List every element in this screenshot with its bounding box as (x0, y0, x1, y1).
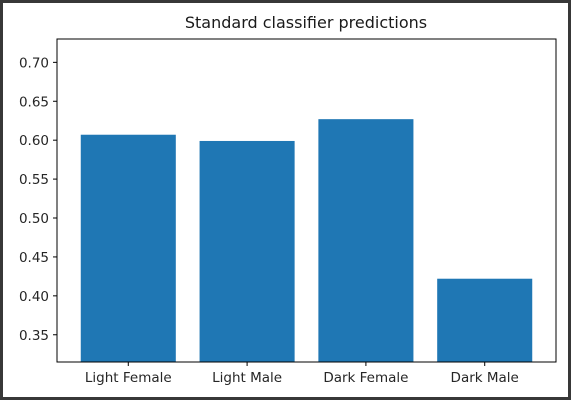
y-tick-label: 0.50 (19, 211, 49, 227)
y-tick-label: 0.35 (19, 328, 49, 344)
x-tick-label: Dark Male (451, 370, 519, 386)
y-tick-label: 0.45 (19, 250, 49, 266)
x-tick-label: Dark Female (323, 370, 408, 386)
x-tick-label: Light Female (85, 370, 172, 386)
y-tick-label: 0.65 (19, 94, 49, 110)
y-tick-label: 0.70 (19, 55, 49, 71)
y-tick-label: 0.55 (19, 172, 49, 188)
bar-chart: Standard classifier predictions 0.35 0.40… (19, 13, 557, 386)
y-tick-label: 0.60 (19, 133, 49, 149)
x-tick-label: Light Male (212, 370, 282, 386)
figure-canvas: Standard classifier predictions 0.35 0.40… (3, 3, 568, 397)
x-axis: Light Female Light Male Dark Female Dark Ma… (85, 362, 519, 386)
bar-dark-male (437, 278, 533, 362)
chart-title: Standard classifier predictions (185, 13, 427, 32)
y-axis: 0.35 0.40 0.45 0.50 0.55 0.60 0.65 0.70 (19, 55, 57, 344)
bar-light-female (80, 134, 176, 362)
y-tick-label: 0.40 (19, 289, 49, 305)
plot-area-frame (56, 38, 557, 363)
bar-dark-female (318, 119, 414, 363)
bar-light-male (199, 140, 295, 362)
bars-group (80, 119, 533, 363)
